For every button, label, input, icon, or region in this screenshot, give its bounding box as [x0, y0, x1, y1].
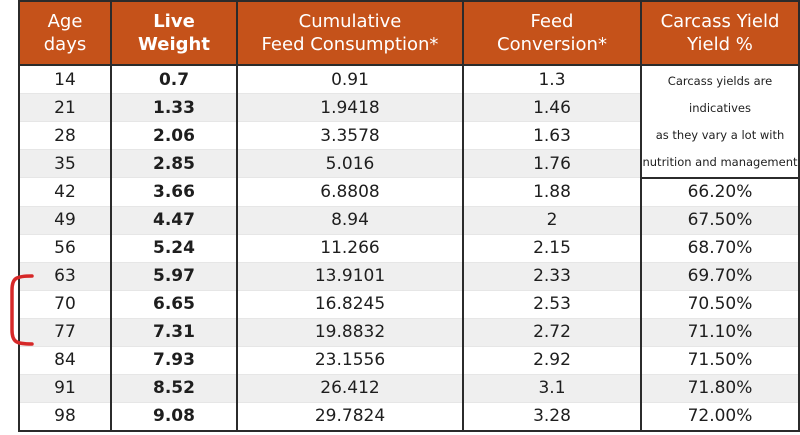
table-row: 21 1.33 1.9418 1.46	[18, 93, 799, 122]
note-line: as they vary a lot with	[655, 128, 785, 142]
red-bracket-icon	[10, 274, 34, 346]
note-line: nutrition and management	[642, 155, 798, 169]
cell-carcass-yield: 71.80%	[640, 373, 800, 403]
cell-cumulative-feed: 11.266	[236, 233, 464, 263]
cell-age: 70	[18, 289, 112, 319]
cell-carcass-yield: 72.00%	[640, 401, 800, 432]
cell-cumulative-feed: 1.9418	[236, 93, 464, 122]
table-row: 42 3.66 6.8808 1.88 66.20%	[18, 177, 800, 207]
cell-live-weight: 8.52	[110, 373, 238, 403]
table-row: 56 5.24 11.266 2.15 68.70%	[18, 233, 800, 263]
cell-feed-conversion: 2.15	[462, 233, 642, 263]
cell-carcass-yield: 67.50%	[640, 205, 800, 235]
table-row: 49 4.47 8.94 2 67.50%	[18, 205, 800, 235]
table-body: 14 0.7 0.91 1.3 Carcass yields are indicativ…	[18, 64, 800, 432]
cell-live-weight: 4.47	[110, 205, 238, 235]
cell-cumulative-feed: 3.3578	[236, 121, 464, 150]
cell-age: 98	[18, 401, 112, 432]
cell-carcass-yield: 66.20%	[640, 177, 800, 207]
cell-live-weight: 5.97	[110, 261, 238, 291]
header-row: Age days Live Weight Cumulative Feed Con…	[18, 0, 800, 66]
cell-cumulative-feed: 6.8808	[236, 177, 464, 207]
header-cumulative-feed-line-2: Feed Consumption*	[261, 34, 439, 55]
cell-age: 28	[18, 121, 112, 150]
header-live-weight-line-2: Weight	[138, 34, 210, 55]
feed-conversion-table: Age days Live Weight Cumulative Feed Con…	[18, 0, 800, 432]
cell-cumulative-feed: 19.8832	[236, 317, 464, 347]
cell-age: 14	[18, 64, 112, 94]
table-row: 77 7.31 19.8832 2.72 71.10%	[18, 317, 800, 347]
table-row: 28 2.06 3.3578 1.63	[18, 121, 799, 150]
cell-live-weight: 0.7	[110, 64, 238, 94]
cell-age: 21	[18, 93, 112, 122]
cell-feed-conversion: 3.1	[462, 373, 642, 403]
cell-live-weight: 6.65	[110, 289, 238, 319]
header-carcass-yield: Carcass Yield Yield %	[640, 0, 800, 66]
cell-age: 84	[18, 345, 112, 375]
header-cumulative-feed-line-1: Cumulative	[298, 11, 402, 32]
cell-age: 42	[18, 177, 112, 207]
header-live-weight: Live Weight	[110, 0, 238, 66]
table-row: 84 7.93 23.1556 2.92 71.50%	[18, 345, 800, 375]
table-header: Age days Live Weight Cumulative Feed Con…	[18, 0, 800, 66]
header-feed-conversion-line-2: Conversion*	[497, 34, 607, 55]
header-live-weight-line-1: Live	[153, 11, 195, 32]
table-row: 35 2.85 5.016 1.76	[18, 149, 799, 178]
table-row: 14 0.7 0.91 1.3 Carcass yields are indicativ…	[18, 64, 800, 179]
table-row: 63 5.97 13.9101 2.33 69.70%	[18, 261, 800, 291]
header-feed-conversion-line-1: Feed	[530, 11, 574, 32]
cell-carcass-yield: 68.70%	[640, 233, 800, 263]
cell-feed-conversion: 1.76	[462, 149, 642, 178]
cell-live-weight: 5.24	[110, 233, 238, 263]
cell-live-weight: 2.06	[110, 121, 238, 150]
cell-cumulative-feed: 0.91	[236, 64, 464, 94]
cell-live-weight: 1.33	[110, 93, 238, 122]
cell-age: 49	[18, 205, 112, 235]
header-age-line-1: Age	[47, 11, 83, 32]
cell-feed-conversion: 2	[462, 205, 642, 235]
header-cumulative-feed: Cumulative Feed Consumption*	[236, 0, 464, 66]
cell-feed-conversion: 1.63	[462, 121, 642, 150]
cell-age: 91	[18, 373, 112, 403]
table-row: 98 9.08 29.7824 3.28 72.00%	[18, 401, 800, 432]
cell-feed-conversion: 2.72	[462, 317, 642, 347]
cell-cumulative-feed: 23.1556	[236, 345, 464, 375]
table-row: 91 8.52 26.412 3.1 71.80%	[18, 373, 800, 403]
cell-cumulative-feed: 5.016	[236, 149, 464, 178]
cell-live-weight: 3.66	[110, 177, 238, 207]
cell-carcass-yield: 69.70%	[640, 261, 800, 291]
header-age-line-2: days	[43, 34, 87, 55]
cell-carcass-yield: 71.50%	[640, 345, 800, 375]
cell-feed-conversion: 1.88	[462, 177, 642, 207]
cell-feed-conversion: 2.33	[462, 261, 642, 291]
cell-carcass-yield: 70.50%	[640, 289, 800, 319]
table-row: 70 6.65 16.8245 2.53 70.50%	[18, 289, 800, 319]
header-carcass-yield-line-1: Carcass Yield	[660, 11, 780, 32]
cell-live-weight: 2.85	[110, 149, 238, 178]
cell-feed-conversion: 2.53	[462, 289, 642, 319]
cell-live-weight: 7.93	[110, 345, 238, 375]
cell-feed-conversion: 1.3	[462, 64, 642, 94]
note-line: Carcass yields are indicatives	[667, 74, 773, 115]
cell-cumulative-feed: 16.8245	[236, 289, 464, 319]
cell-age: 35	[18, 149, 112, 178]
cell-age: 56	[18, 233, 112, 263]
cell-live-weight: 9.08	[110, 401, 238, 432]
cell-feed-conversion: 2.92	[462, 345, 642, 375]
cell-cumulative-feed: 8.94	[236, 205, 464, 235]
header-age: Age days	[18, 0, 112, 66]
cell-cumulative-feed: 26.412	[236, 373, 464, 403]
header-feed-conversion: Feed Conversion*	[462, 0, 642, 66]
cell-cumulative-feed: 29.7824	[236, 401, 464, 432]
cell-feed-conversion: 3.28	[462, 401, 642, 432]
header-carcass-yield-line-2: Yield %	[687, 34, 753, 55]
cell-age: 77	[18, 317, 112, 347]
cell-feed-conversion: 1.46	[462, 93, 642, 122]
cell-carcass-yield: 71.10%	[640, 317, 800, 347]
carcass-yield-note: Carcass yields are indicatives as they va…	[640, 64, 800, 179]
cell-cumulative-feed: 13.9101	[236, 261, 464, 291]
cell-live-weight: 7.31	[110, 317, 238, 347]
